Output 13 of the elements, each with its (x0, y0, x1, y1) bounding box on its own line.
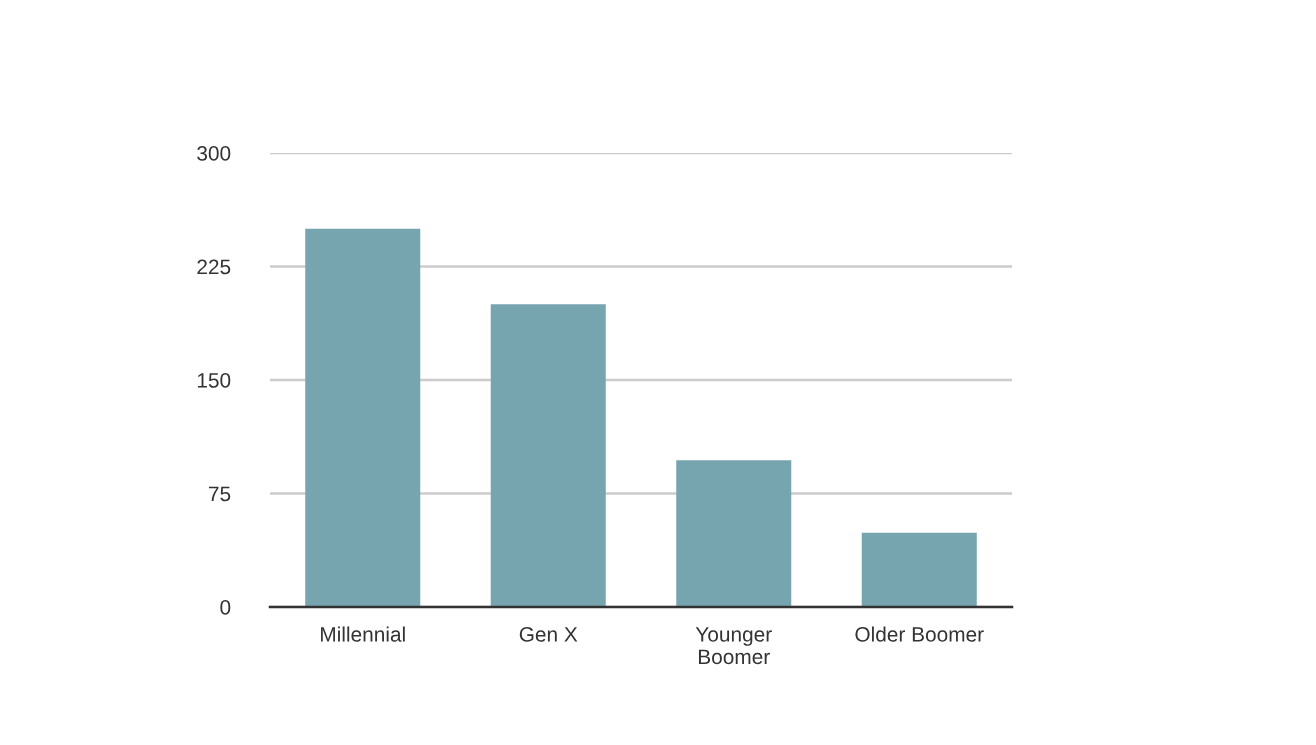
bar (490, 304, 606, 607)
bar (676, 460, 792, 607)
y-tick-label: 225 (197, 259, 231, 275)
x-tick-label: Gen X (519, 626, 578, 642)
y-tick-label: 300 (197, 146, 231, 161)
y-tick-label: 150 (197, 373, 231, 388)
x-tick-label: Younger Boomer (695, 627, 772, 665)
bar (861, 532, 977, 607)
x-tick-label: Older Boomer (855, 626, 984, 642)
bar (305, 228, 421, 607)
y-tick-label: 75 (209, 486, 231, 502)
y-tick-label: 0 (220, 600, 231, 615)
x-tick-label: Millennial (321, 626, 405, 642)
